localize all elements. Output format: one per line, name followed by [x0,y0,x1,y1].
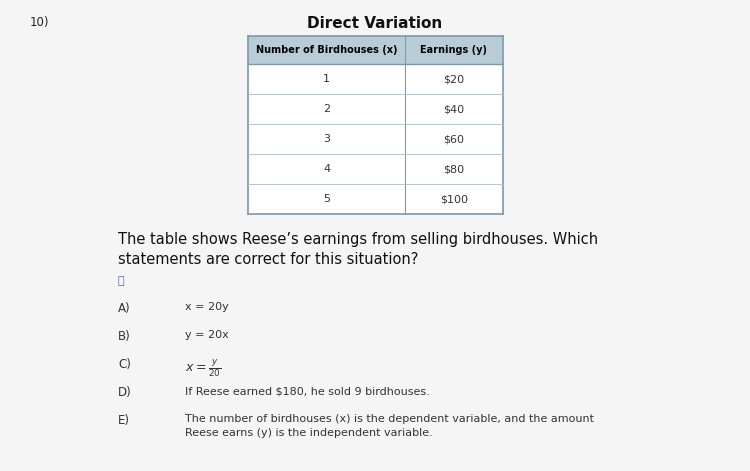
Text: $80: $80 [443,164,464,174]
Text: 1: 1 [323,74,330,84]
Bar [248,94,503,124]
Bar [248,154,503,184]
Text: A): A) [118,302,130,315]
Bar [248,36,503,64]
Text: $60: $60 [443,134,464,144]
Text: statements are correct for this situation?: statements are correct for this situatio… [118,252,418,267]
Bar [248,124,503,154]
Text: C): C) [118,358,130,371]
Text: B): B) [118,330,130,343]
Bar [248,184,503,214]
Text: $100: $100 [440,194,468,204]
Text: If Reese earned $180, he sold 9 birdhouses.: If Reese earned $180, he sold 9 birdhous… [185,386,430,396]
Text: 3: 3 [323,134,330,144]
Text: 2: 2 [323,104,330,114]
Text: $40: $40 [443,104,464,114]
Text: $20: $20 [443,74,464,84]
Text: E): E) [118,414,130,427]
Text: y = 20x: y = 20x [185,330,229,340]
Text: Reese earns (y) is the independent variable.: Reese earns (y) is the independent varia… [185,428,433,438]
Text: 🔈: 🔈 [118,276,124,286]
Text: Direct Variation: Direct Variation [308,16,442,31]
Text: 5: 5 [323,194,330,204]
Text: x = 20y: x = 20y [185,302,229,312]
Bar [248,64,503,94]
Text: Number of Birdhouses (x): Number of Birdhouses (x) [256,45,398,55]
Text: 4: 4 [323,164,330,174]
Text: Earnings (y): Earnings (y) [421,45,488,55]
Text: D): D) [118,386,132,399]
Text: 10): 10) [30,16,50,29]
Text: $x = \frac{y}{20}$: $x = \frac{y}{20}$ [185,358,221,380]
Text: The table shows Reese’s earnings from selling birdhouses. Which: The table shows Reese’s earnings from se… [118,232,598,247]
Text: The number of birdhouses (x) is the dependent variable, and the amount: The number of birdhouses (x) is the depe… [185,414,594,424]
